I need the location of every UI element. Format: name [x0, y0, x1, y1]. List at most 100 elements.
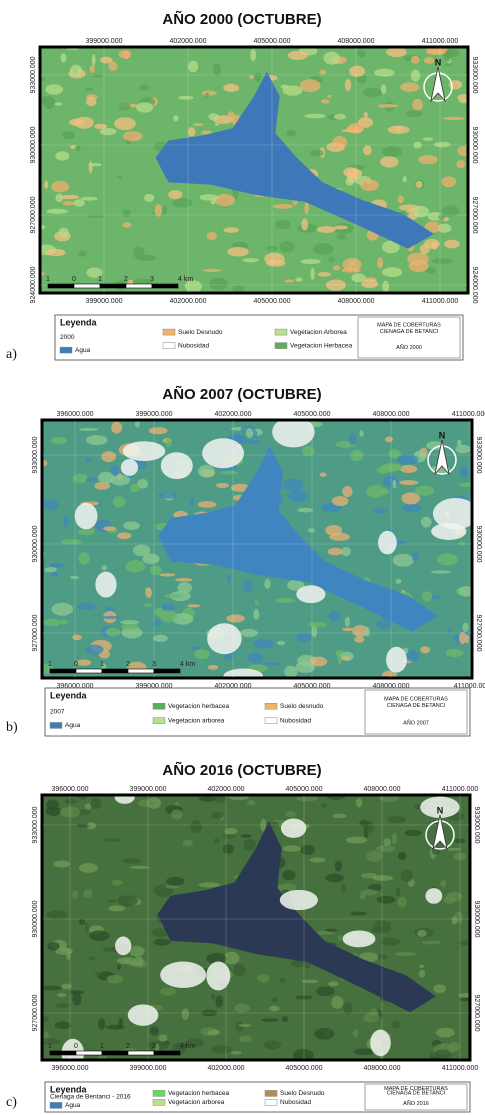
- map-patch: [42, 96, 55, 109]
- map-patch: [327, 547, 343, 556]
- legend-label: Nubosidad: [280, 717, 311, 724]
- map-patch: [201, 130, 213, 135]
- scale-segment: [99, 283, 127, 289]
- panel-title: AÑO 2016 (OCTUBRE): [162, 761, 321, 779]
- map-patch: [332, 265, 341, 271]
- x-tick-label: 396000.000: [52, 786, 89, 793]
- map-patch: [433, 984, 447, 993]
- cloud: [120, 459, 139, 476]
- map-patch: [404, 649, 420, 662]
- map-patch: [382, 146, 403, 157]
- map-patch: [91, 54, 96, 66]
- map-patch: [387, 125, 410, 134]
- cloud: [95, 571, 117, 598]
- map-patch: [242, 258, 259, 263]
- map-patch: [158, 1034, 168, 1042]
- map-patch: [215, 795, 227, 803]
- x-tick-label: 399000.000: [86, 38, 123, 45]
- map-patch: [139, 84, 150, 91]
- map-patch: [194, 648, 210, 660]
- panel-label: a): [6, 347, 17, 362]
- legend-label: Suelo Desnudo: [178, 329, 223, 336]
- y-tick-label: 927000.000: [475, 615, 482, 652]
- map-patch: [444, 50, 451, 63]
- map-patch: [284, 665, 298, 678]
- map-patch: [187, 127, 196, 137]
- map-patch: [121, 626, 143, 639]
- map-patch: [373, 508, 389, 514]
- map-patch: [122, 857, 141, 864]
- map-patch: [301, 979, 319, 984]
- map-patch: [414, 485, 435, 496]
- map-patch: [181, 1008, 190, 1021]
- map-patch: [359, 430, 364, 437]
- map-patch: [401, 503, 422, 513]
- map-patch: [452, 852, 466, 861]
- y-tick-label: 933000.000: [32, 806, 39, 843]
- map-patch: [68, 118, 84, 126]
- scale-segment: [125, 283, 153, 289]
- map-patch: [83, 888, 93, 898]
- map-patch: [92, 74, 104, 78]
- legend-label: Nubosidad: [178, 342, 209, 349]
- map-patch: [61, 983, 72, 990]
- map-patch: [376, 895, 396, 904]
- cloud: [74, 502, 98, 530]
- map-patch: [223, 951, 240, 965]
- map-patch: [397, 851, 407, 861]
- map-patch: [59, 806, 81, 818]
- map-patch: [341, 656, 351, 661]
- map-patch: [271, 997, 278, 1003]
- map-patch: [122, 222, 132, 228]
- cloud: [207, 623, 242, 655]
- map-patch: [377, 954, 388, 960]
- map-patch: [420, 646, 431, 654]
- map-patch: [334, 860, 342, 872]
- map-patch: [199, 796, 217, 802]
- map-patch: [348, 433, 357, 446]
- map-patch: [142, 553, 160, 565]
- scale-label: 0: [74, 1043, 78, 1050]
- info-line: CIENAGA DE BETANCI: [387, 1090, 446, 1096]
- scale-label: 1: [98, 276, 102, 283]
- y-tick-label: 924000.000: [471, 267, 478, 304]
- legend-label: Agua: [65, 1102, 81, 1109]
- x-tick-label: 411000.000: [422, 298, 459, 305]
- map-patch: [85, 435, 108, 446]
- map-patch: [287, 489, 308, 503]
- map-patch: [350, 449, 364, 462]
- map-patch: [214, 194, 235, 207]
- map-patch: [157, 492, 178, 499]
- map-patch: [422, 137, 434, 141]
- legend-title: Leyenda: [60, 317, 98, 327]
- map-patch: [220, 470, 239, 475]
- map-patch: [246, 800, 256, 806]
- map-patch: [391, 1021, 401, 1029]
- map-patch: [148, 427, 168, 435]
- map-patch: [443, 896, 456, 904]
- map-patch: [451, 916, 458, 925]
- map-patch: [363, 112, 368, 118]
- y-tick-label: 927000.000: [30, 196, 37, 233]
- x-tick-label: 402000.000: [215, 411, 252, 418]
- map-patch: [260, 818, 267, 832]
- map-patch: [375, 619, 393, 629]
- legend-label: Vegetacion herbacea: [168, 1090, 229, 1097]
- north-arrow: [432, 814, 448, 851]
- map-patch: [224, 827, 238, 835]
- scale-label: 3: [152, 1043, 156, 1050]
- map-patch: [102, 947, 119, 952]
- map-patch: [458, 992, 470, 998]
- map-patch: [243, 580, 253, 593]
- legend-subtitle: 2007: [50, 709, 65, 716]
- map-patch: [327, 94, 332, 99]
- map-patch: [257, 974, 270, 983]
- map-patch: [90, 797, 102, 810]
- cloud: [296, 585, 326, 604]
- map-patch: [345, 836, 368, 844]
- map-patch: [243, 838, 256, 851]
- map-patch: [84, 922, 89, 934]
- map-patch: [230, 483, 251, 492]
- map-patch: [42, 1038, 60, 1045]
- map-patch: [435, 1027, 455, 1038]
